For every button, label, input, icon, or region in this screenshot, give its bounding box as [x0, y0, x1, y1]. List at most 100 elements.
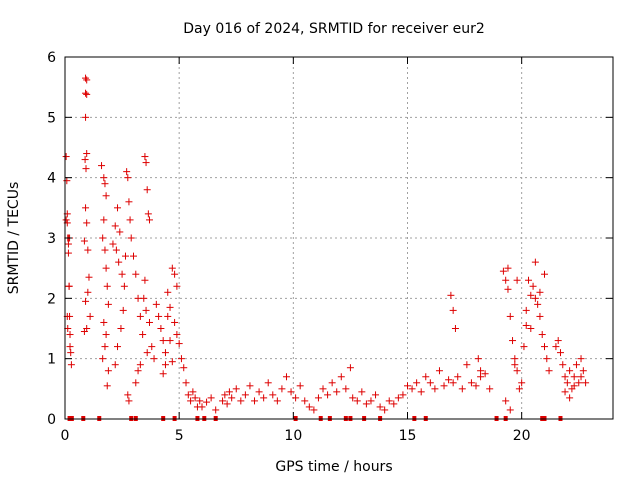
data-point: [467, 379, 475, 387]
data-point: [101, 343, 109, 351]
data-point: [84, 288, 92, 296]
data-point: [66, 331, 74, 339]
data-point: [164, 312, 172, 320]
data-point: [173, 331, 181, 339]
data-point: [513, 276, 521, 284]
data-point: [572, 361, 580, 369]
data-point: [241, 391, 249, 399]
y-tick-label: 2: [47, 291, 56, 307]
data-point: [531, 258, 539, 266]
data-point: [62, 216, 70, 224]
x-axis-label: GPS time / hours: [275, 459, 392, 475]
data-point: [367, 397, 375, 405]
data-point: [125, 397, 133, 405]
tick-labels: 0 5 10 15 20 0 1 2 3 4 5 6: [47, 50, 531, 444]
data-point: [435, 367, 443, 375]
data-point: [390, 400, 398, 408]
data-point: [159, 337, 167, 345]
x-tick-label: 5: [175, 428, 184, 444]
data-point: [63, 177, 71, 185]
data-point: [180, 364, 188, 372]
data-point: [83, 76, 91, 84]
data-point: [292, 394, 300, 402]
data-point: [164, 288, 172, 296]
data-point: [64, 249, 72, 257]
data-point: [143, 349, 151, 357]
data-point: [515, 385, 523, 393]
data-points: [62, 74, 590, 421]
data-point: [451, 325, 459, 332]
data-point: [358, 388, 366, 396]
data-point: [531, 294, 539, 302]
data-point: [237, 397, 245, 405]
data-point: [477, 373, 485, 381]
data-point: [394, 394, 402, 402]
data-point: [103, 282, 111, 290]
data-point: [445, 376, 453, 384]
data-point: [126, 216, 134, 224]
data-point: [152, 300, 160, 308]
data-point: [472, 382, 480, 390]
data-point: [221, 391, 229, 399]
data-point: [161, 349, 169, 357]
y-tick-label: 3: [47, 231, 56, 247]
data-point: [111, 361, 119, 369]
data-point: [504, 285, 512, 293]
data-point: [575, 379, 583, 387]
data-point: [264, 379, 272, 387]
data-point: [119, 306, 127, 314]
data-point: [509, 337, 517, 345]
data-point: [118, 270, 126, 278]
data-point: [103, 382, 111, 390]
data-point: [566, 394, 574, 402]
data-point: [513, 367, 521, 375]
data-point: [582, 379, 590, 387]
data-point: [114, 204, 122, 212]
data-point: [287, 388, 295, 396]
data-point: [114, 343, 122, 351]
data-point: [408, 385, 416, 393]
data-point: [145, 216, 153, 224]
data-point: [98, 162, 106, 170]
data-point: [124, 391, 132, 399]
data-point: [171, 318, 179, 326]
data-point: [166, 303, 174, 311]
data-point: [543, 355, 551, 363]
data-point: [282, 373, 290, 381]
data-point: [99, 234, 107, 242]
data-point: [80, 237, 88, 245]
data-point: [511, 355, 519, 363]
y-tick-label: 0: [47, 412, 56, 428]
data-point: [102, 192, 110, 200]
data-point: [362, 400, 370, 408]
data-point: [84, 246, 92, 254]
data-point: [506, 312, 514, 320]
data-point: [124, 174, 132, 182]
data-point: [328, 379, 336, 387]
data-point: [570, 382, 578, 390]
y-tick-label: 4: [47, 171, 56, 187]
data-point: [136, 312, 144, 320]
data-point: [440, 382, 448, 390]
data-point: [82, 74, 90, 82]
tick-marks: [64, 56, 613, 420]
data-point: [353, 397, 361, 405]
data-point: [82, 165, 90, 173]
data-point: [139, 331, 147, 339]
data-point: [310, 406, 318, 414]
data-point: [246, 382, 254, 390]
data-point: [168, 358, 176, 366]
data-point: [534, 300, 542, 308]
data-point: [104, 367, 112, 375]
data-point: [65, 282, 73, 290]
data-point: [337, 373, 345, 381]
data-point: [203, 398, 211, 406]
data-point: [86, 312, 94, 320]
data-point: [83, 150, 91, 158]
data-point: [333, 388, 341, 396]
data-point: [66, 343, 74, 351]
data-point: [62, 153, 70, 161]
y-tick-label: 1: [47, 352, 56, 368]
data-point: [143, 186, 151, 194]
data-point: [168, 264, 176, 272]
